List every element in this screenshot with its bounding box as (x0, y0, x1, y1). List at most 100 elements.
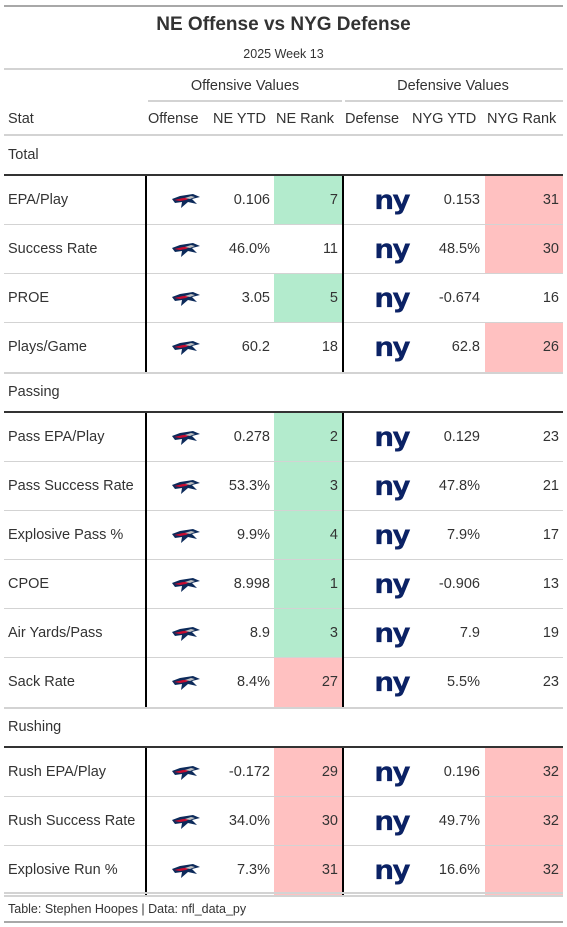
row-divider (4, 796, 563, 797)
giants-logo-icon: ny (373, 511, 411, 560)
stat-name: CPOE (8, 576, 50, 592)
row-group-label: Total (8, 147, 39, 163)
giants-logo-icon: ny (373, 323, 411, 372)
table-row: CPOE 8.998 1 ny -0.906 13 (4, 560, 563, 609)
table-row: Pass EPA/Play 0.278 2 ny 0.129 23 (4, 413, 563, 462)
ne-rank-value: 3 (274, 609, 342, 658)
patriots-logo-svg (172, 528, 200, 543)
table-row: Plays/Game 60.2 18 ny 62.8 26 (4, 323, 563, 372)
nyg-rank-value: 30 (485, 225, 563, 274)
nyg-rank-value: 13 (542, 576, 559, 592)
stat-name: Explosive Pass % (8, 527, 124, 543)
nyg-rank-value: 32 (485, 846, 563, 895)
ne-ytd-value: 7.3% (236, 862, 270, 878)
ne-rank-value: 1 (274, 560, 342, 609)
ne-rank-value: 29 (274, 748, 342, 797)
nyg-ytd-value: 16.6% (438, 862, 480, 878)
table-row: PROE 3.05 5 ny -0.674 16 (4, 274, 563, 323)
column-header-defense: Defense (345, 111, 400, 127)
giants-logo-icon: ny (373, 176, 411, 225)
nyg-rank-value: 26 (485, 323, 563, 372)
patriots-logo-svg (172, 675, 200, 690)
table-source-note: Table: Stephen Hoopes | Data: nfl_data_p… (8, 902, 247, 916)
giants-logo-icon: ny (373, 462, 411, 511)
nyg-rank-value: 21 (542, 478, 559, 494)
ne-ytd-value: 3.05 (241, 290, 270, 306)
column-header-nyg-ytd: NYG YTD (412, 111, 477, 127)
spanner-defensive-values: Defensive Values (397, 78, 509, 94)
giants-logo-text: ny (373, 185, 411, 216)
nyg-ytd-value: 0.196 (443, 764, 480, 780)
giants-logo-text: ny (373, 471, 411, 502)
ne-rank-value: 11 (322, 241, 338, 257)
column-divider-offense-defense (342, 748, 344, 895)
row-group-rule (4, 174, 563, 176)
nyg-ytd-value: 47.8% (438, 478, 480, 494)
table-row: Pass Success Rate 53.3% 3 ny 47.8% 21 (4, 462, 563, 511)
ne-rank-value: 5 (274, 274, 342, 323)
giants-logo-text: ny (373, 422, 411, 453)
giants-logo-text: ny (373, 806, 411, 837)
row-group-label: Passing (8, 384, 60, 400)
row-divider (4, 657, 563, 658)
giants-logo-icon: ny (373, 413, 411, 462)
table-row: Success Rate 46.0% 11 ny 48.5% 30 (4, 225, 563, 274)
giants-logo-text: ny (373, 332, 411, 363)
stat-name: Air Yards/Pass (8, 625, 103, 641)
giants-logo-icon: ny (373, 225, 411, 274)
row-divider (4, 510, 563, 511)
patriots-logo-icon (166, 225, 206, 274)
ne-ytd-value: 34.0% (228, 813, 270, 829)
column-header-offense: Offense (148, 111, 199, 127)
ne-rank-value: 3 (274, 462, 342, 511)
patriots-logo-icon (166, 560, 206, 609)
giants-logo-text: ny (373, 667, 411, 698)
row-divider (4, 224, 563, 225)
column-header-ne-rank: NE Rank (276, 111, 335, 127)
column-header-stat: Stat (8, 111, 34, 127)
ne-ytd-value: -0.172 (228, 764, 270, 780)
nyg-rank-value: 32 (485, 797, 563, 846)
ne-rank-value: 4 (274, 511, 342, 560)
column-header-nyg-rank: NYG Rank (487, 111, 557, 127)
nyg-rank-value: 23 (542, 429, 559, 445)
patriots-logo-svg (172, 863, 200, 878)
column-header-rule (4, 134, 563, 136)
patriots-logo-svg (172, 430, 200, 445)
table-row: Explosive Run % 7.3% 31 ny 16.6% 32 (4, 846, 563, 895)
stat-name: EPA/Play (8, 192, 69, 208)
ne-ytd-value: 46.0% (228, 241, 270, 257)
header-rule (4, 68, 563, 70)
ne-rank-value: 31 (274, 846, 342, 895)
table-row: Rush EPA/Play -0.172 29 ny 0.196 32 (4, 748, 563, 797)
column-divider-stat (145, 748, 147, 895)
stat-name: Sack Rate (8, 674, 75, 690)
row-divider (4, 608, 563, 609)
table-row: Rush Success Rate 34.0% 30 ny 49.7% 32 (4, 797, 563, 846)
bottom-rule (4, 921, 563, 923)
patriots-logo-svg (172, 291, 200, 306)
top-rule (4, 5, 563, 7)
patriots-logo-svg (172, 242, 200, 257)
row-group-label: Rushing (8, 719, 62, 735)
patriots-logo-icon (166, 176, 206, 225)
ne-rank-value: 2 (274, 413, 342, 462)
giants-logo-text: ny (373, 234, 411, 265)
giants-logo-text: ny (373, 520, 411, 551)
patriots-logo-svg (172, 814, 200, 829)
table-row: Sack Rate 8.4% 27 ny 5.5% 23 (4, 658, 563, 707)
ne-ytd-value: 8.4% (236, 674, 270, 690)
row-divider (4, 322, 563, 323)
table-row: EPA/Play 0.106 7 ny 0.153 31 (4, 176, 563, 225)
giants-logo-icon: ny (373, 609, 411, 658)
ne-ytd-value: 8.9 (249, 625, 270, 641)
nyg-ytd-value: 0.129 (443, 429, 480, 445)
row-group-end-rule (4, 372, 563, 374)
patriots-logo-icon (166, 609, 206, 658)
giants-logo-icon: ny (373, 846, 411, 895)
patriots-logo-svg (172, 479, 200, 494)
nyg-rank-value: 17 (542, 527, 559, 543)
row-divider (4, 273, 563, 274)
spanner-defensive-rule (345, 100, 563, 102)
stat-name: Rush Success Rate (8, 813, 136, 829)
